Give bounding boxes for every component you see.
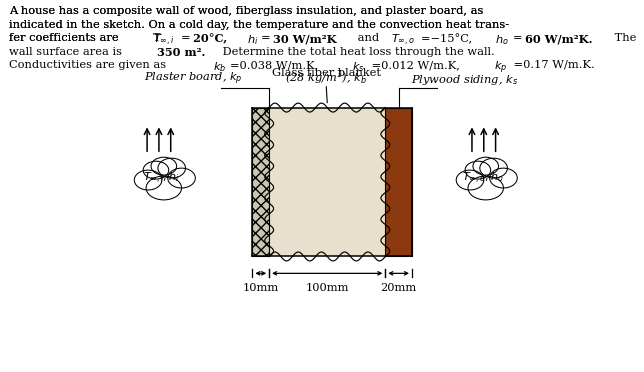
Ellipse shape bbox=[143, 161, 169, 179]
Text: $k_p$: $k_p$ bbox=[493, 60, 507, 76]
Polygon shape bbox=[385, 108, 412, 256]
Text: fer coefficients are: fer coefficients are bbox=[9, 33, 122, 43]
Text: 20°C,: 20°C, bbox=[193, 33, 235, 44]
Ellipse shape bbox=[480, 158, 507, 178]
Ellipse shape bbox=[456, 170, 484, 190]
Ellipse shape bbox=[135, 170, 162, 190]
Text: $h_i$: $h_i$ bbox=[247, 33, 258, 47]
Ellipse shape bbox=[146, 176, 182, 200]
Text: A house has a composite wall of wood, fiberglass insulation, and plaster board, : A house has a composite wall of wood, fi… bbox=[9, 6, 484, 16]
Text: $T_{\infty,i}, h_i$: $T_{\infty,i}, h_i$ bbox=[142, 170, 179, 186]
Text: Plywood siding, $k_s$: Plywood siding, $k_s$ bbox=[411, 73, 518, 87]
Ellipse shape bbox=[158, 158, 185, 178]
Text: 60 W/m²K.: 60 W/m²K. bbox=[525, 33, 592, 44]
Text: T: T bbox=[153, 33, 161, 43]
Text: and: and bbox=[354, 33, 383, 43]
Ellipse shape bbox=[465, 161, 491, 179]
Text: Glass fiber blanket: Glass fiber blanket bbox=[272, 68, 381, 78]
Text: Plaster board, $k_p$: Plaster board, $k_p$ bbox=[144, 70, 243, 87]
Text: =: = bbox=[181, 33, 191, 43]
Text: (28 kg/m$^3$), $k_b$: (28 kg/m$^3$), $k_b$ bbox=[285, 68, 367, 87]
Text: indicated in the sketch. On a cold day, the temperature and the convection heat : indicated in the sketch. On a cold day, … bbox=[9, 20, 509, 30]
Polygon shape bbox=[252, 108, 269, 256]
Text: =0.012 W/m.K,: =0.012 W/m.K, bbox=[368, 60, 467, 70]
Text: =: = bbox=[261, 33, 270, 43]
Text: =0.038 W/m.K,: =0.038 W/m.K, bbox=[231, 60, 326, 70]
Text: 20mm: 20mm bbox=[381, 283, 417, 293]
Text: =−15°C,: =−15°C, bbox=[421, 33, 480, 44]
Text: 10mm: 10mm bbox=[243, 283, 279, 293]
Text: $T_{\infty,o}$: $T_{\infty,o}$ bbox=[390, 33, 415, 48]
Ellipse shape bbox=[489, 168, 517, 188]
Ellipse shape bbox=[151, 157, 176, 175]
Text: Determine the total heat loss through the wall.: Determine the total heat loss through th… bbox=[219, 46, 495, 57]
Text: $T_{\infty,o}, h_o$: $T_{\infty,o}, h_o$ bbox=[462, 170, 504, 186]
Ellipse shape bbox=[473, 157, 498, 175]
Polygon shape bbox=[269, 108, 385, 256]
Text: $k_b$: $k_b$ bbox=[213, 60, 227, 74]
Text: $k_s$: $k_s$ bbox=[352, 60, 365, 74]
Text: indicated in the sketch. On a cold day, the temperature and the convection heat : indicated in the sketch. On a cold day, … bbox=[9, 20, 509, 30]
Text: 350 m².: 350 m². bbox=[157, 46, 206, 58]
Text: =: = bbox=[513, 33, 522, 43]
Text: 100mm: 100mm bbox=[305, 283, 349, 293]
Text: Conductivities are given as: Conductivities are given as bbox=[9, 60, 170, 70]
Text: The: The bbox=[611, 33, 636, 43]
Text: wall surface area is: wall surface area is bbox=[9, 46, 126, 57]
Text: 30 W/m²K: 30 W/m²K bbox=[273, 33, 337, 44]
Ellipse shape bbox=[468, 176, 504, 200]
Text: A house has a composite wall of wood, fiberglass insulation, and plaster board, : A house has a composite wall of wood, fi… bbox=[9, 6, 484, 16]
Text: =0.17 W/m.K.: =0.17 W/m.K. bbox=[511, 60, 595, 70]
Text: $h_o$: $h_o$ bbox=[495, 33, 509, 47]
Ellipse shape bbox=[168, 168, 195, 188]
Text: fer coefficients are: fer coefficients are bbox=[9, 33, 122, 43]
Text: $T_{\infty,i}$: $T_{\infty,i}$ bbox=[153, 33, 175, 48]
